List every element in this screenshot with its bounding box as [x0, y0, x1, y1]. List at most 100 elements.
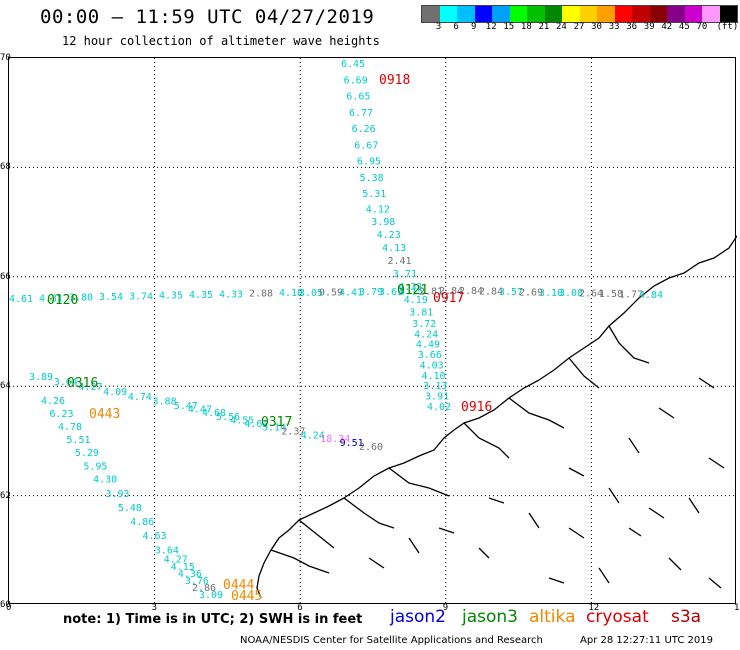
lon-label: 15 [734, 603, 740, 613]
swh-value: 2.41 [388, 256, 412, 267]
lat-label: 68 [0, 162, 11, 173]
swh-value: 4.78 [58, 422, 82, 433]
scale-swatch [492, 6, 510, 22]
swh-value: 4.41 [339, 287, 363, 298]
coastline [256, 234, 737, 599]
scale-label: 27 [573, 22, 585, 32]
swh-value: 5.56 [216, 412, 240, 423]
scale-label: 33 [608, 22, 620, 32]
pass-time-label: 0445 [231, 589, 262, 604]
pass-time-label: 0317 [261, 415, 292, 430]
swh-value: 3.57 [499, 287, 523, 298]
swh-value: 6.65 [346, 92, 370, 103]
swh-value: 0.59 [319, 288, 343, 299]
swh-value: 6.45 [341, 59, 365, 70]
swh-value: 3.15 [399, 287, 423, 298]
legend-s3a: s3a [671, 607, 702, 627]
swh-value: 4.26 [41, 396, 65, 407]
scale-swatch [562, 6, 580, 22]
pass-time-label: 0916 [461, 400, 492, 415]
swh-value: 6.95 [357, 157, 381, 168]
swh-value: 4.02 [427, 402, 451, 413]
swh-value: 4.35 [189, 290, 213, 301]
swh-value: 4.19 [404, 295, 428, 306]
pass-time-label: 0444 [223, 578, 254, 593]
scale-swatch [527, 6, 545, 22]
swh-value: 4.33 [398, 282, 422, 293]
lat-label: 66 [0, 271, 11, 282]
swh-value: 6.77 [349, 108, 373, 119]
swh-value: 6.69 [344, 75, 368, 86]
legend-cryosat: cryosat [586, 607, 649, 627]
swh-value: 2.84 [439, 286, 463, 297]
scale-swatch [439, 6, 457, 22]
swh-value: 3.10 [539, 288, 563, 299]
scale-label: 21 [538, 22, 550, 32]
scale-label: 12 [485, 22, 497, 32]
pass-time-label: 0120 [47, 293, 78, 308]
swh-value: 3.80 [69, 293, 93, 304]
swh-value: 3.13 [423, 381, 447, 392]
swh-value: 5.31 [362, 189, 386, 200]
scale-label: 24 [556, 22, 567, 32]
swh-value: 2.84 [479, 286, 503, 297]
lat-label: 64 [0, 381, 11, 392]
swh-value: 2.81 [419, 286, 443, 297]
swh-value: 4.86 [130, 517, 154, 528]
swh-value: 2.69 [519, 287, 543, 298]
legend-altika: altika [529, 607, 576, 627]
swh-value: 4.63 [143, 531, 167, 542]
swh-value: 3.71 [393, 269, 417, 280]
pass-time-label: 0917 [433, 291, 464, 306]
scale-swatch [632, 6, 650, 22]
swh-value: 3.05 [299, 288, 323, 299]
units-note: note: 1) Time is in UTC; 2) SWH is in fe… [63, 612, 363, 627]
swh-value: 3.74 [129, 291, 153, 302]
swh-value: 5.29 [75, 448, 99, 459]
swh-value: 6.67 [354, 140, 378, 151]
swh-value: 4.27 [78, 382, 102, 393]
swh-value: 3.88 [153, 397, 177, 408]
swh-value: 3.79 [359, 287, 383, 298]
swh-value: 4.31 [39, 293, 63, 304]
scale-label: 36 [626, 22, 638, 32]
swh-value: 4.55 [230, 415, 254, 426]
pass-time-label: 0918 [379, 73, 410, 88]
scale-label: 3 [435, 22, 442, 32]
swh-value: 1.58 [599, 289, 623, 300]
scale-label: 15 [503, 22, 515, 32]
scale-swatch [579, 6, 597, 22]
scale-label: 45 [678, 22, 690, 32]
swh-value: 4.27 [164, 555, 188, 566]
swh-value: 4.30 [93, 475, 117, 486]
scale-label: (ft) [716, 22, 739, 32]
chart-subtitle: 12 hour collection of altimeter wave hei… [62, 34, 380, 48]
swh-value: 18.34 [320, 434, 350, 445]
scale-swatch [457, 6, 475, 22]
swh-value: 3.72 [412, 319, 436, 330]
swh-value: 4.47 [188, 405, 212, 416]
swh-value: 2.88 [249, 289, 273, 300]
swh-value: 4.10 [421, 371, 445, 382]
map-frame: 6.45 6.69 6.65 6.77 6.26 6.67 6.95 5.38 5.31 4.12… [8, 57, 737, 605]
lon-label: 6 [297, 603, 303, 613]
scale-swatch [544, 6, 562, 22]
swh-value: 3.63 [379, 287, 403, 298]
swh-value: 5.95 [83, 461, 107, 472]
scale-swatch [702, 6, 720, 22]
swh-value: 5.48 [118, 503, 142, 514]
swh-value: 4.36 [178, 569, 202, 580]
footer-credit: NOAA/NESDIS Center for Satellite Applica… [240, 635, 543, 646]
scale-label: 18 [520, 22, 532, 32]
swh-value: 3.98 [371, 217, 395, 228]
coast-fjord-1 [463, 325, 650, 459]
pass-time-label: 0443 [89, 407, 120, 422]
scale-label: 42 [661, 22, 673, 32]
swh-value: 3.81 [409, 308, 433, 319]
swh-value: 2.84 [459, 286, 483, 297]
legend-jason3: jason3 [462, 607, 518, 627]
swh-value: 4.84 [639, 290, 663, 301]
scale-label: 30 [591, 22, 602, 32]
swh-value: 6.26 [352, 124, 376, 135]
swh-value: 2.37 [281, 426, 305, 437]
